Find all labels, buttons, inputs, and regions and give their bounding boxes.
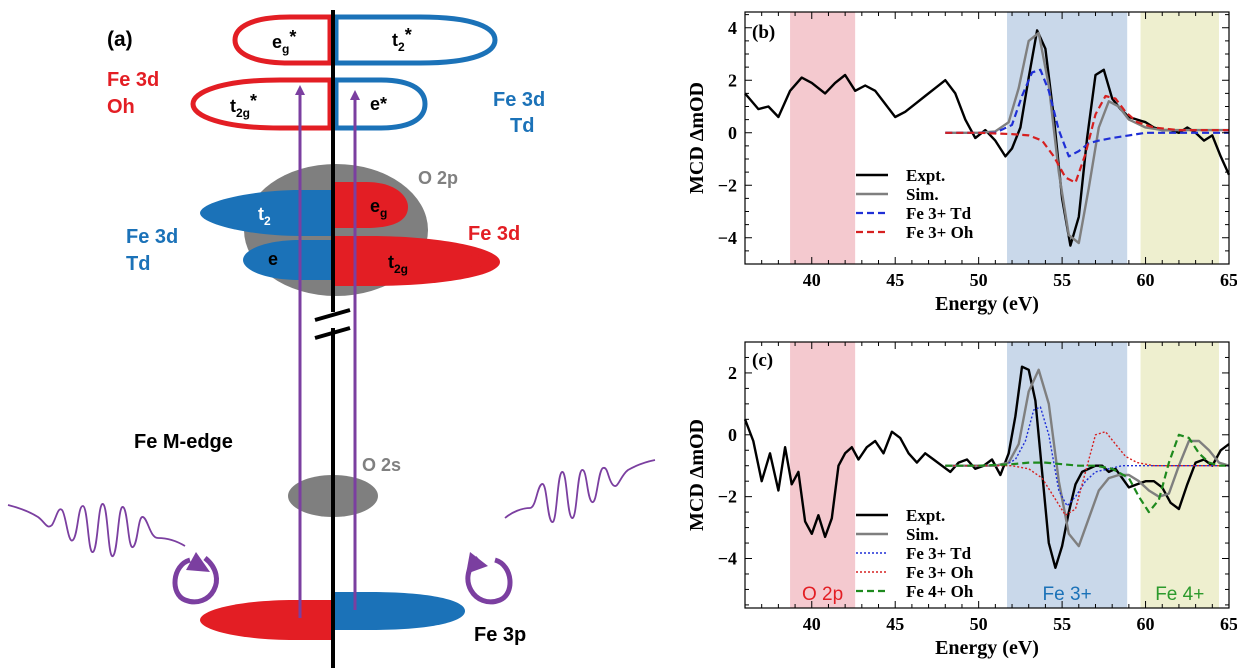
x-tick-label: 65: [1220, 270, 1237, 290]
y-tick-label: 2: [728, 70, 737, 90]
band-label: Fe 4+: [1155, 584, 1204, 605]
y-tick-label: −2: [718, 175, 737, 195]
y-tick-label: 2: [728, 363, 737, 383]
panel-label: (c): [752, 350, 773, 371]
eg-star-lobe: [232, 14, 333, 66]
t2g-star-lobe: [190, 77, 333, 131]
panel-label: (b): [752, 22, 775, 43]
x-tick-label: 40: [803, 270, 821, 290]
m-edge-label: Fe M-edge: [134, 431, 233, 453]
t2-star-label: t2*: [392, 25, 412, 54]
y-axis-label: MCD ΔmOD: [686, 419, 708, 531]
x-axis-label: Energy (eV): [935, 637, 1039, 659]
oh-t2g-lobe: [333, 236, 500, 286]
right-light-pulse: [504, 459, 656, 523]
x-tick-label: 55: [1053, 270, 1071, 290]
e-star-lobe: [333, 77, 428, 131]
td-t2-lobe: [200, 190, 333, 236]
oh-top-label-line2: Oh: [107, 96, 135, 118]
band-label: Fe 3+: [1043, 584, 1092, 605]
legend-label: Fe 3+ Oh: [906, 563, 974, 582]
legend-label: Sim.: [906, 185, 939, 204]
y-tick-label: 0: [728, 123, 737, 143]
series-line: [945, 431, 1229, 516]
legend-label: Expt.: [906, 166, 945, 185]
td-top-label-line1: Fe 3d: [493, 89, 545, 111]
x-tick-label: 50: [970, 614, 988, 634]
x-tick-label: 55: [1053, 614, 1071, 634]
shaded-band: [1007, 342, 1128, 608]
fe3p-oh-lobe: [200, 600, 333, 640]
band-label: O 2p: [802, 584, 843, 605]
panel-a-label: (a): [107, 28, 133, 51]
t2-star-lobe: [333, 14, 498, 66]
left-light-pulse: [7, 503, 186, 557]
td-mid-label-line2: Td: [126, 253, 150, 275]
eg-star-label: eg*: [272, 27, 296, 56]
plot-frame: [744, 341, 1230, 609]
plot-frame: [744, 11, 1230, 265]
series-line: [945, 433, 1229, 514]
legend-label: Fe 3+ Td: [906, 204, 972, 223]
oh-eg-lobe: [333, 182, 408, 228]
t2g-star-label: t2g*: [230, 91, 257, 120]
y-axis-label: MCD ΔmOD: [686, 82, 708, 194]
x-tick-label: 60: [1137, 614, 1155, 634]
right-circular-arrow: [465, 556, 513, 605]
legend-label: Fe 3+ Oh: [906, 223, 974, 242]
fe3p-td-lobe: [333, 592, 465, 630]
e-star-label: e*: [370, 94, 387, 114]
y-tick-label: −4: [718, 549, 737, 569]
x-tick-label: 45: [886, 270, 904, 290]
axis-break-mark-2: [314, 326, 351, 340]
fe3p-label: Fe 3p: [474, 624, 526, 646]
td-e-lobe: [243, 240, 333, 280]
series-line: [945, 31, 1229, 245]
o2p-label: O 2p: [418, 168, 458, 188]
x-tick-label: 50: [970, 270, 988, 290]
y-tick-label: −2: [718, 487, 737, 507]
x-tick-label: 60: [1137, 270, 1155, 290]
chart-panel-c: 40 45 50 55 60 65 −4 −2 0 2 Energy (eV) MCD ΔmOD (c)…: [686, 341, 1237, 659]
legend-label: Fe 3+ Td: [906, 544, 972, 563]
x-axis-label: Energy (eV): [935, 293, 1039, 315]
right-circular-arrow-head: [466, 552, 488, 574]
legend-label: Fe 4+ Oh: [906, 582, 974, 601]
axis-break-mark-1: [314, 308, 351, 322]
y-tick-label: 0: [728, 425, 737, 445]
oh-mid-label-line2: Oh: [468, 251, 496, 273]
oh-top-label-line1: Fe 3d: [107, 69, 159, 91]
x-tick-label: 40: [803, 614, 821, 634]
x-tick-label: 45: [886, 614, 904, 634]
series-line: [945, 68, 1229, 158]
series-line: [945, 94, 1229, 184]
td-top-label-line2: Td: [510, 115, 534, 137]
shaded-band: [790, 12, 856, 264]
legend-label: Expt.: [906, 506, 945, 525]
series-line: [945, 368, 1230, 548]
y-tick-label: −4: [718, 228, 737, 248]
e-label: e: [268, 249, 278, 269]
x-tick-label: 65: [1220, 614, 1237, 634]
left-circular-arrow: [172, 556, 219, 605]
o2s-label: O 2s: [362, 455, 401, 475]
shaded-band: [790, 342, 856, 608]
chart-panel-b: 40 45 50 55 60 65 −4 −2 0 2 4 Energy (eV) MCD ΔmOD (b…: [686, 11, 1237, 315]
shaded-band: [1140, 342, 1219, 608]
legend-label: Sim.: [906, 525, 939, 544]
left-circular-arrow-head: [186, 552, 210, 572]
oh-mid-label-line1: Fe 3d: [468, 223, 520, 245]
td-mid-label-line1: Fe 3d: [126, 226, 178, 248]
y-tick-label: 4: [728, 18, 737, 38]
energy-level-diagram: (a) Fe 3d Oh Fe 3d Td eg* t2* t2g* e* O …: [7, 10, 656, 668]
